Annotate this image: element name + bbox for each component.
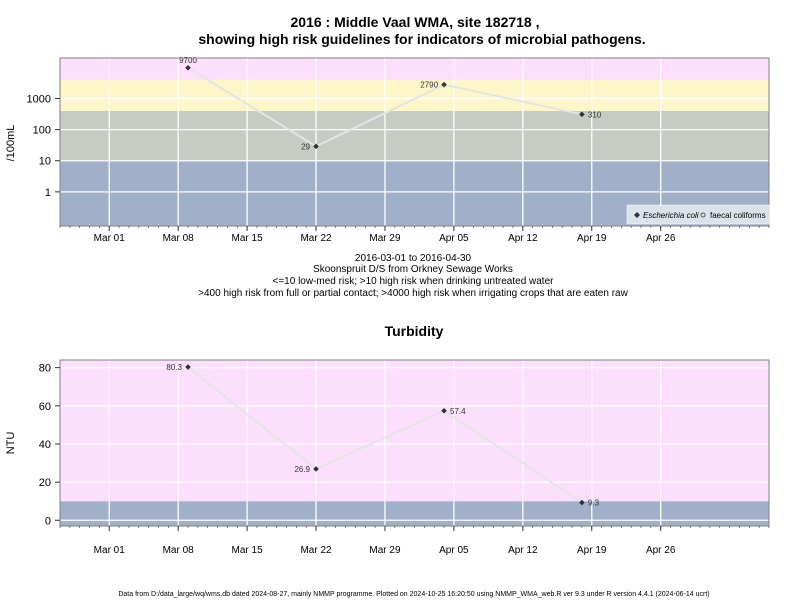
caption-line-3: <=10 low-med risk; >10 high risk when dr… xyxy=(273,276,555,287)
c2-point-label-0: 80.3 xyxy=(166,363,182,372)
chart2-bands xyxy=(60,360,769,526)
c2-xtick-label-8: Apr 26 xyxy=(646,545,676,556)
legend-marker-faecal xyxy=(700,212,706,218)
c1-ytick-label-0: 1 xyxy=(45,187,51,199)
c2-ytick-label-2: 40 xyxy=(39,439,51,451)
chart2-grid xyxy=(60,360,769,526)
c1-xtick-label-6: Apr 12 xyxy=(508,233,538,244)
chart2-ylabel: NTU xyxy=(5,432,17,455)
c2-xtick-label-7: Apr 19 xyxy=(577,545,607,556)
chart2-series: 80.3 26.9 57.4 9.3 xyxy=(166,363,599,507)
c2-point-label-2: 57.4 xyxy=(450,407,466,416)
c1-band-1 xyxy=(60,110,769,161)
c2-ytick-label-4: 80 xyxy=(39,363,51,375)
c2-xtick-label-6: Apr 12 xyxy=(508,545,538,556)
c2-xtick-label-3: Mar 22 xyxy=(300,545,332,556)
legend-entry-faecal: faecal coliforms xyxy=(710,211,766,220)
c1-series-line-0 xyxy=(187,66,583,148)
c1-point-label-3: 310 xyxy=(588,110,602,119)
chart1-bands xyxy=(60,58,769,226)
c2-series-line-0 xyxy=(187,366,583,504)
c1-xtick-label-7: Apr 19 xyxy=(577,233,607,244)
chart1-grid xyxy=(60,58,769,226)
chart1-ylabel: /100mL xyxy=(5,125,17,162)
chart2-axes: 0 20 40 60 80 Mar 01 Mar 08 Mar 15 Mar 22 Mar 29 A… xyxy=(39,363,770,556)
caption-line-1: 2016-03-01 to 2016-04-30 xyxy=(355,253,472,264)
c2-band-0 xyxy=(60,501,769,526)
c2-xtick-label-2: Mar 15 xyxy=(232,545,264,556)
chart1-axes: 1 10 100 1000 Mar 01 Mar 08 Mar 15 Mar 22 Mar 29… xyxy=(27,93,770,244)
c2-point-label-1: 26.9 xyxy=(294,465,310,474)
c2-ytick-label-0: 0 xyxy=(45,515,51,527)
c1-xtick-label-3: Mar 22 xyxy=(300,233,332,244)
c2-xtick-label-1: Mar 08 xyxy=(163,545,195,556)
caption-line-4: >400 high risk from full or partial cont… xyxy=(198,288,628,299)
c1-ytick-label-3: 1000 xyxy=(27,93,51,105)
c2-point-label-3: 9.3 xyxy=(588,499,600,508)
c1-xtick-label-0: Mar 01 xyxy=(94,233,126,244)
c2-ytick-label-3: 60 xyxy=(39,401,51,413)
c1-point-label-1: 29 xyxy=(301,142,310,151)
legend-marker-ecoli xyxy=(634,212,640,218)
c1-xtick-label-4: Mar 29 xyxy=(369,233,401,244)
chart1-title-line2: showing high risk guidelines for indicat… xyxy=(198,31,645,47)
c1-point-0 xyxy=(185,64,191,71)
c2-xtick-label-4: Mar 29 xyxy=(369,545,401,556)
c1-xtick-label-5: Apr 05 xyxy=(439,233,469,244)
c1-point-label-0: 9700 xyxy=(179,56,197,65)
chart1-series: 9700 29 2790 310 xyxy=(179,56,602,152)
c2-point-2 xyxy=(441,407,447,414)
c2-xtick-label-0: Mar 01 xyxy=(94,545,126,556)
c2-point-0 xyxy=(185,364,191,370)
c2-xtick-label-5: Apr 05 xyxy=(439,545,469,556)
c1-point-3 xyxy=(579,111,585,118)
c2-band-1 xyxy=(60,360,769,502)
c2-point-3 xyxy=(579,499,585,506)
c2-ytick-label-1: 20 xyxy=(39,477,51,489)
legend-entry-ecoli: Escherichia coli xyxy=(643,211,699,220)
c2-point-1 xyxy=(313,466,319,472)
legend-box xyxy=(626,204,771,225)
c1-xtick-label-8: Apr 26 xyxy=(646,233,676,244)
c1-band-3 xyxy=(60,58,769,80)
c1-ytick-label-1: 10 xyxy=(39,156,51,168)
footer-note: Data from D:/data_large/wq/wms.db dated … xyxy=(118,591,709,598)
chart2-title: Turbidity xyxy=(385,323,444,339)
c1-ytick-label-2: 100 xyxy=(33,125,51,137)
c1-xtick-label-1: Mar 08 xyxy=(163,233,195,244)
caption-line-2: Skoonspruit D/S from Orkney Sewage Works xyxy=(313,264,513,275)
c1-point-1 xyxy=(313,143,319,150)
chart1-title-line1: 2016 : Middle Vaal WMA, site 182718 , xyxy=(291,14,540,30)
c1-xtick-label-2: Mar 15 xyxy=(232,233,264,244)
c1-band-2 xyxy=(60,79,769,111)
c1-point-2 xyxy=(441,81,447,88)
chart1-legend: Escherichia coli faecal coliforms xyxy=(626,204,771,225)
c1-point-label-2: 2790 xyxy=(420,81,438,90)
